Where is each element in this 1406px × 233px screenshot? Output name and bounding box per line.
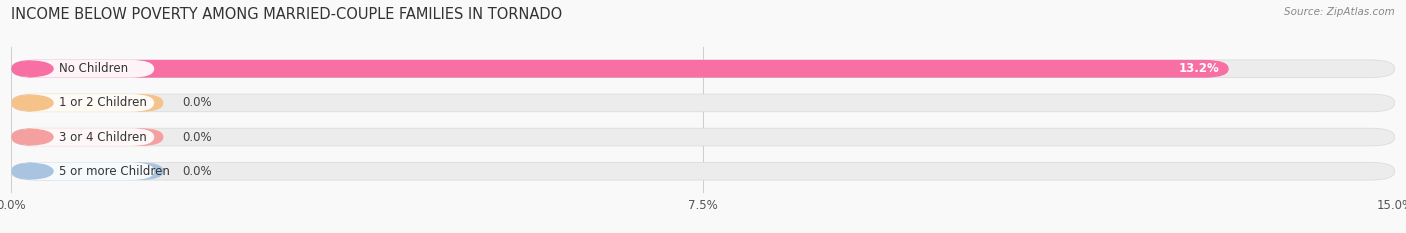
Text: 13.2%: 13.2% <box>1178 62 1219 75</box>
FancyBboxPatch shape <box>11 60 1229 78</box>
FancyBboxPatch shape <box>15 128 155 146</box>
Text: 0.0%: 0.0% <box>181 96 211 110</box>
Circle shape <box>13 130 53 145</box>
Text: 5 or more Children: 5 or more Children <box>59 165 170 178</box>
Text: 0.0%: 0.0% <box>181 130 211 144</box>
Text: 1 or 2 Children: 1 or 2 Children <box>59 96 146 110</box>
FancyBboxPatch shape <box>15 60 155 78</box>
Text: Source: ZipAtlas.com: Source: ZipAtlas.com <box>1284 7 1395 17</box>
FancyBboxPatch shape <box>11 128 163 146</box>
FancyBboxPatch shape <box>11 60 1395 78</box>
Text: 3 or 4 Children: 3 or 4 Children <box>59 130 146 144</box>
Text: No Children: No Children <box>59 62 128 75</box>
Circle shape <box>13 95 53 110</box>
FancyBboxPatch shape <box>15 94 155 112</box>
Circle shape <box>13 61 53 76</box>
Text: INCOME BELOW POVERTY AMONG MARRIED-COUPLE FAMILIES IN TORNADO: INCOME BELOW POVERTY AMONG MARRIED-COUPL… <box>11 7 562 22</box>
FancyBboxPatch shape <box>11 128 1395 146</box>
FancyBboxPatch shape <box>15 162 155 180</box>
FancyBboxPatch shape <box>11 162 1395 180</box>
Circle shape <box>13 164 53 179</box>
Text: 0.0%: 0.0% <box>181 165 211 178</box>
FancyBboxPatch shape <box>11 94 163 112</box>
FancyBboxPatch shape <box>11 94 1395 112</box>
FancyBboxPatch shape <box>11 162 163 180</box>
